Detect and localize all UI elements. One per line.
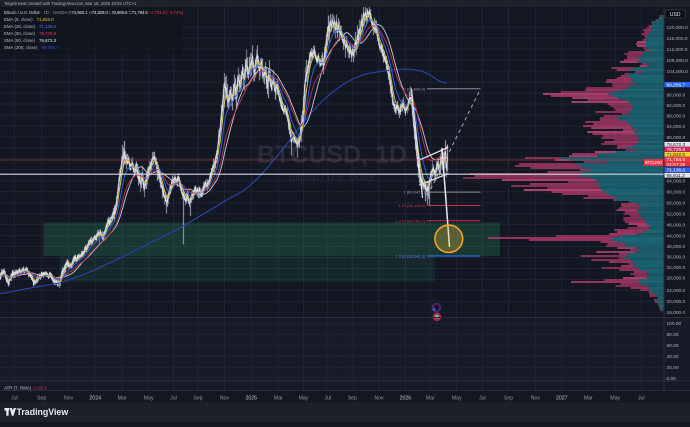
svg-text:Sep: Sep [504, 396, 513, 402]
svg-text:16,000.0: 16,000.0 [667, 310, 686, 316]
svg-text:96,000.0: 96,000.0 [667, 93, 686, 99]
svg-text:2027: 2027 [556, 396, 568, 402]
svg-text:88,000.0: 88,000.0 [667, 114, 686, 120]
svg-text:Sep: Sep [193, 396, 202, 402]
svg-text:100.00: 100.00 [667, 321, 682, 327]
svg-text:02:57:35: 02:57:35 [667, 162, 686, 168]
svg-text:May: May [299, 396, 309, 402]
svg-text:Teigerinvest created with Trad: Teigerinvest created with TradingView.co… [4, 1, 137, 6]
svg-text:20.00: 20.00 [667, 365, 679, 371]
svg-text:60.00: 60.00 [667, 343, 679, 349]
svg-text:BTCUSD, 1D: BTCUSD, 1D [257, 141, 407, 169]
svg-text:20,000.0: 20,000.0 [667, 299, 686, 305]
svg-text:112,000.0: 112,000.0 [667, 47, 688, 53]
svg-text:Sep: Sep [348, 396, 357, 402]
svg-text:40,000.0: 40,000.0 [667, 244, 686, 250]
svg-text:Jul: Jul [11, 396, 18, 402]
svg-text:71,136.0: 71,136.0 [667, 168, 686, 174]
svg-text:80.00: 80.00 [667, 332, 679, 338]
svg-text:Nov: Nov [531, 396, 541, 402]
svg-text:99,256.7: 99,256.7 [667, 82, 686, 88]
svg-text:Mar: Mar [274, 396, 283, 402]
svg-text:Bitcoin / U.S. Dollar · 1D · O: Bitcoin / U.S. Dollar · 1D · OANDA O74,5… [4, 10, 184, 15]
svg-text:32,000.0: 32,000.0 [667, 265, 686, 271]
svg-text:80,000.0: 80,000.0 [667, 135, 686, 141]
svg-text:May: May [144, 396, 154, 402]
svg-text:EMA (20, close)71,136.0: EMA (20, close)71,136.0 [4, 24, 57, 29]
svg-text:24,000.0: 24,000.0 [667, 288, 686, 294]
svg-text:Jul: Jul [479, 396, 486, 402]
svg-text:2026: 2026 [400, 396, 412, 402]
svg-text:May: May [452, 396, 462, 402]
svg-text:64,000.0: 64,000.0 [667, 179, 686, 185]
svg-text:SMA (50, close)76,672.3: SMA (50, close)76,672.3 [4, 38, 57, 43]
svg-text:40.00: 40.00 [667, 354, 679, 360]
svg-text:56,000.0: 56,000.0 [667, 201, 686, 207]
svg-text:USD: USD [670, 12, 681, 18]
svg-text:28,000.0: 28,000.0 [667, 276, 686, 282]
svg-text:66,811.2: 66,811.2 [667, 173, 686, 179]
svg-text:Sep: Sep [37, 396, 46, 402]
svg-text:0 (97,896.3): 0 (97,896.3) [403, 86, 425, 91]
svg-text:TradingView: TradingView [17, 407, 69, 417]
svg-text:108,000.0: 108,000.0 [667, 58, 689, 64]
svg-text:52,000.0: 52,000.0 [667, 212, 686, 218]
svg-text:2024: 2024 [89, 396, 101, 402]
svg-text:1.272 (49,760.2): 1.272 (49,760.2) [396, 218, 426, 223]
svg-text:Jul: Jul [170, 396, 177, 402]
svg-text:ATR (7, RMA) 3,289.9: ATR (7, RMA) 3,289.9 [4, 385, 48, 390]
svg-text:1.13 (55,118.8): 1.13 (55,118.8) [398, 203, 426, 208]
svg-text:Jul: Jul [638, 396, 645, 402]
svg-text:84,000.0: 84,000.0 [667, 124, 686, 130]
svg-text:EMA (50, close)75,729.8: EMA (50, close)75,729.8 [4, 31, 57, 36]
svg-text:Nov: Nov [64, 396, 74, 402]
svg-text:44,000.0: 44,000.0 [667, 233, 686, 239]
svg-text:EMA (8, close)71,822.0: EMA (8, close)71,822.0 [4, 17, 54, 22]
svg-text:1.618 (36,646.9): 1.618 (36,646.9) [396, 254, 426, 259]
svg-text:Mar: Mar [426, 396, 435, 402]
svg-text:92,000.0: 92,000.0 [667, 103, 686, 109]
svg-text:Mar: Mar [118, 396, 127, 402]
svg-text:Jul: Jul [324, 396, 331, 402]
svg-text:116,000.0: 116,000.0 [667, 36, 688, 42]
svg-text:48,000.0: 48,000.0 [667, 222, 686, 228]
svg-text:120,000.0: 120,000.0 [667, 25, 689, 31]
svg-text:SMA (200, close)99,256.7: SMA (200, close)99,256.7 [4, 45, 59, 50]
svg-text:104,000.0: 104,000.0 [667, 69, 689, 75]
svg-text:60,000.0: 60,000.0 [667, 190, 686, 196]
svg-text:36,000.0: 36,000.0 [667, 255, 686, 261]
svg-text:2025: 2025 [246, 396, 258, 402]
svg-text:May: May [610, 396, 620, 402]
svg-text:Nov: Nov [220, 396, 230, 402]
svg-text:0.00: 0.00 [667, 376, 677, 382]
svg-text:Mar: Mar [584, 396, 593, 402]
svg-text:BTCUSD: BTCUSD [645, 160, 662, 165]
svg-text:Nov: Nov [374, 396, 384, 402]
